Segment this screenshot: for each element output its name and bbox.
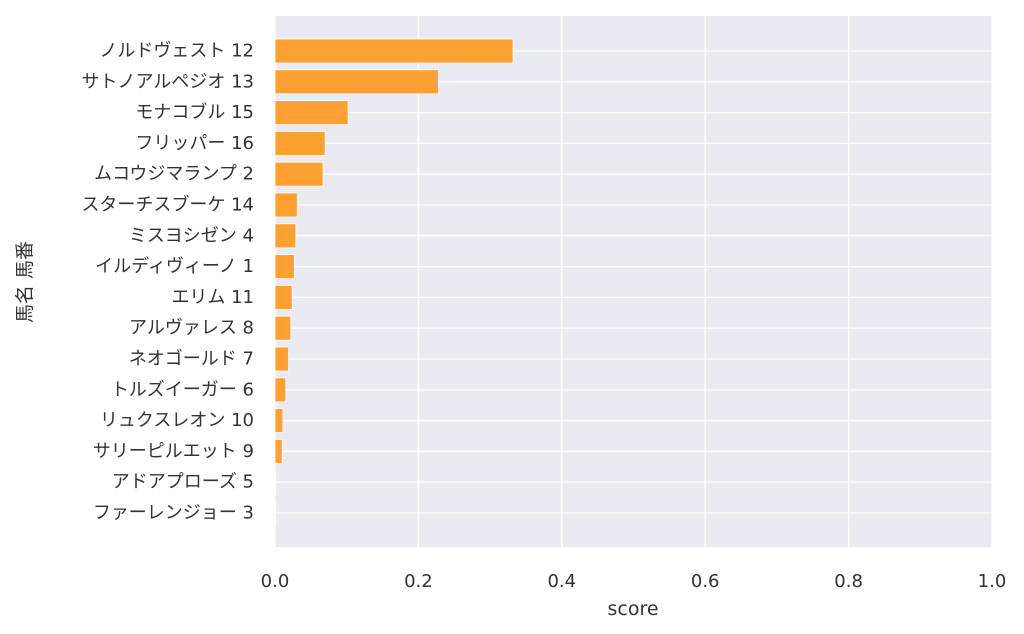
bar: [274, 223, 297, 249]
bar: [274, 438, 283, 464]
plot-area: [275, 16, 992, 547]
x-tick-label: 0.4: [547, 571, 576, 592]
bar: [274, 38, 514, 64]
bar: [274, 192, 298, 218]
x-tick-label: 0.0: [261, 571, 290, 592]
bar: [274, 161, 324, 187]
x-tick-label: 1.0: [978, 571, 1007, 592]
y-tick-label: リュクスレオン 10: [100, 410, 254, 431]
y-tick-label: ノルドヴェスト 12: [99, 41, 254, 62]
y-axis-label: 馬名 馬番: [14, 241, 36, 323]
y-tick-label: トルズイーガー 6: [111, 379, 254, 400]
bar: [274, 284, 293, 310]
bar: [274, 408, 284, 434]
y-tick-label: アドアプローズ 5: [112, 472, 254, 493]
y-tick-label: エリム 11: [171, 287, 254, 308]
x-tick-labels: 0.0 0.2 0.4 0.6 0.8 1.0: [261, 571, 1007, 592]
bar: [274, 500, 277, 526]
y-tick-label: モナコブル 15: [135, 101, 254, 123]
y-tick-label: サトノアルペジオ 13: [82, 71, 254, 92]
bar: [274, 377, 287, 403]
y-tick-label: サリーピルエット 9: [93, 441, 254, 462]
x-axis-label: score: [607, 598, 658, 620]
bar: [274, 469, 277, 495]
y-tick-label: スターチスブーケ 14: [81, 194, 254, 216]
y-tick-label: アルヴァレス 8: [129, 318, 254, 339]
bar: [274, 315, 292, 341]
x-tick-label: 0.8: [834, 571, 863, 592]
y-tick-label: ミスヨシゼン 4: [129, 225, 254, 246]
bar: [274, 100, 349, 125]
bar: [274, 130, 326, 156]
y-tick-label: イルディヴィーノ 1: [95, 256, 254, 277]
bar: [274, 254, 295, 280]
grid-lines: [274, 16, 993, 547]
y-tick-label: ネオゴールド 7: [129, 349, 254, 370]
y-tick-label: フリッパー 16: [135, 133, 254, 154]
x-tick-label: 0.2: [404, 571, 433, 592]
bars: [274, 38, 514, 526]
y-tick-label: ファーレンジョー 3: [93, 503, 254, 524]
y-tick-label: ムコウジマランプ 2: [94, 164, 254, 185]
bar: [274, 346, 290, 372]
y-tick-labels: ノルドヴェスト 12 サトノアルペジオ 13 モナコブル 15 フリッパー 16 ムコウ…: [81, 41, 254, 524]
bar: [274, 69, 439, 95]
x-tick-label: 0.6: [691, 571, 720, 592]
